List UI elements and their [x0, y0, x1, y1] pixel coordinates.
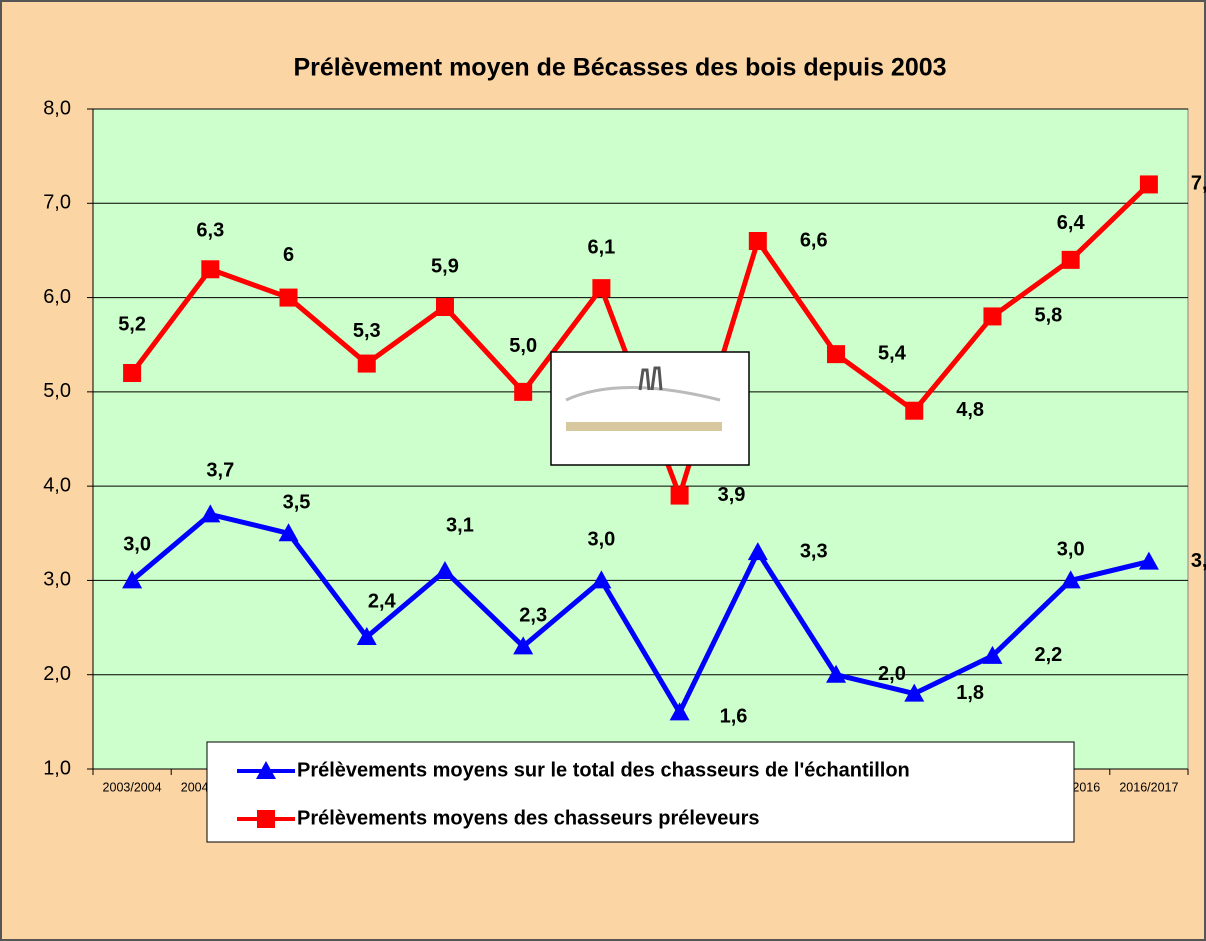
marker — [122, 570, 143, 589]
marker — [827, 345, 846, 364]
logo-image — [550, 351, 750, 466]
y-tick-label: 8,0 — [43, 97, 71, 119]
data-label: 5,3 — [353, 320, 381, 342]
marker — [591, 570, 612, 589]
marker — [257, 810, 275, 828]
marker — [1061, 250, 1080, 269]
marker — [123, 364, 142, 382]
marker — [356, 627, 377, 645]
data-label: 3,3 — [800, 540, 828, 562]
data-label: 5,0 — [509, 335, 537, 357]
marker — [1138, 551, 1159, 570]
series-line — [130, 511, 1150, 718]
data-label: 3,1 — [446, 514, 474, 536]
x-tick-label: 2003/2004 — [103, 780, 162, 794]
marker — [279, 288, 298, 307]
marker — [904, 683, 925, 702]
data-label: 2,3 — [519, 605, 547, 627]
legend-label: Prélèvements moyens sur le total des cha… — [297, 759, 910, 781]
data-label: 3,5 — [283, 492, 311, 514]
data-label: 6,1 — [587, 236, 615, 258]
data-label: 2,2 — [1034, 644, 1062, 666]
marker — [1139, 175, 1158, 194]
data-label: 3,7 — [206, 460, 234, 482]
data-label: 3,9 — [718, 484, 746, 506]
data-label: 1,6 — [720, 706, 748, 728]
legend-box — [206, 741, 1075, 843]
marker — [982, 645, 1003, 664]
data-label: 2,4 — [368, 590, 397, 612]
data-label: 2,0 — [878, 663, 906, 685]
data-label: 6,6 — [800, 229, 828, 251]
y-tick-label: 4,0 — [43, 474, 71, 496]
marker — [256, 761, 276, 779]
marker — [435, 298, 454, 316]
data-label: 5,4 — [878, 342, 907, 364]
marker — [514, 382, 533, 401]
marker — [669, 702, 690, 721]
marker — [1060, 570, 1081, 589]
marker — [201, 260, 220, 279]
data-label: 7,2 — [1191, 173, 1206, 195]
y-tick-label: 5,0 — [43, 380, 71, 402]
data-label: 5,8 — [1034, 305, 1062, 327]
y-tick-label: 6,0 — [43, 286, 71, 308]
marker — [670, 486, 689, 505]
marker — [826, 664, 847, 683]
x-tick-label: 2016/2017 — [1119, 780, 1178, 794]
data-label: 6,3 — [196, 220, 224, 242]
y-tick-label: 1,0 — [43, 757, 71, 779]
data-label: 1,8 — [956, 682, 984, 704]
data-label: 3,0 — [123, 534, 151, 556]
marker — [434, 561, 455, 579]
marker — [278, 523, 299, 542]
data-label: 6 — [283, 244, 294, 266]
logo-swoosh — [565, 386, 721, 402]
legend: Prélèvements moyens sur le total des cha… — [237, 759, 910, 829]
marker — [357, 354, 376, 373]
marker — [513, 636, 534, 655]
marker — [905, 401, 924, 420]
y-tick-label: 2,0 — [43, 663, 71, 685]
marker — [592, 279, 611, 298]
data-label: 6,4 — [1057, 212, 1086, 234]
logo-band — [566, 422, 722, 431]
y-tick-label: 7,0 — [43, 192, 71, 214]
data-label: 3,0 — [1057, 539, 1085, 561]
marker — [983, 307, 1002, 326]
data-label: 3,2 — [1191, 550, 1206, 572]
marker — [748, 232, 767, 250]
marker — [200, 504, 221, 523]
data-label: 3,0 — [587, 529, 615, 551]
data-label: 4,8 — [956, 399, 984, 421]
legend-label: Prélèvements moyens des chasseurs prélev… — [297, 807, 759, 829]
logo-figures — [638, 366, 663, 391]
data-label: 5,2 — [118, 313, 146, 335]
marker — [747, 542, 768, 561]
chart-title: Prélèvement moyen de Bécasses des bois d… — [293, 54, 946, 82]
logo-frame — [550, 351, 750, 466]
y-tick-label: 3,0 — [43, 569, 71, 591]
data-label: 5,9 — [431, 255, 459, 277]
